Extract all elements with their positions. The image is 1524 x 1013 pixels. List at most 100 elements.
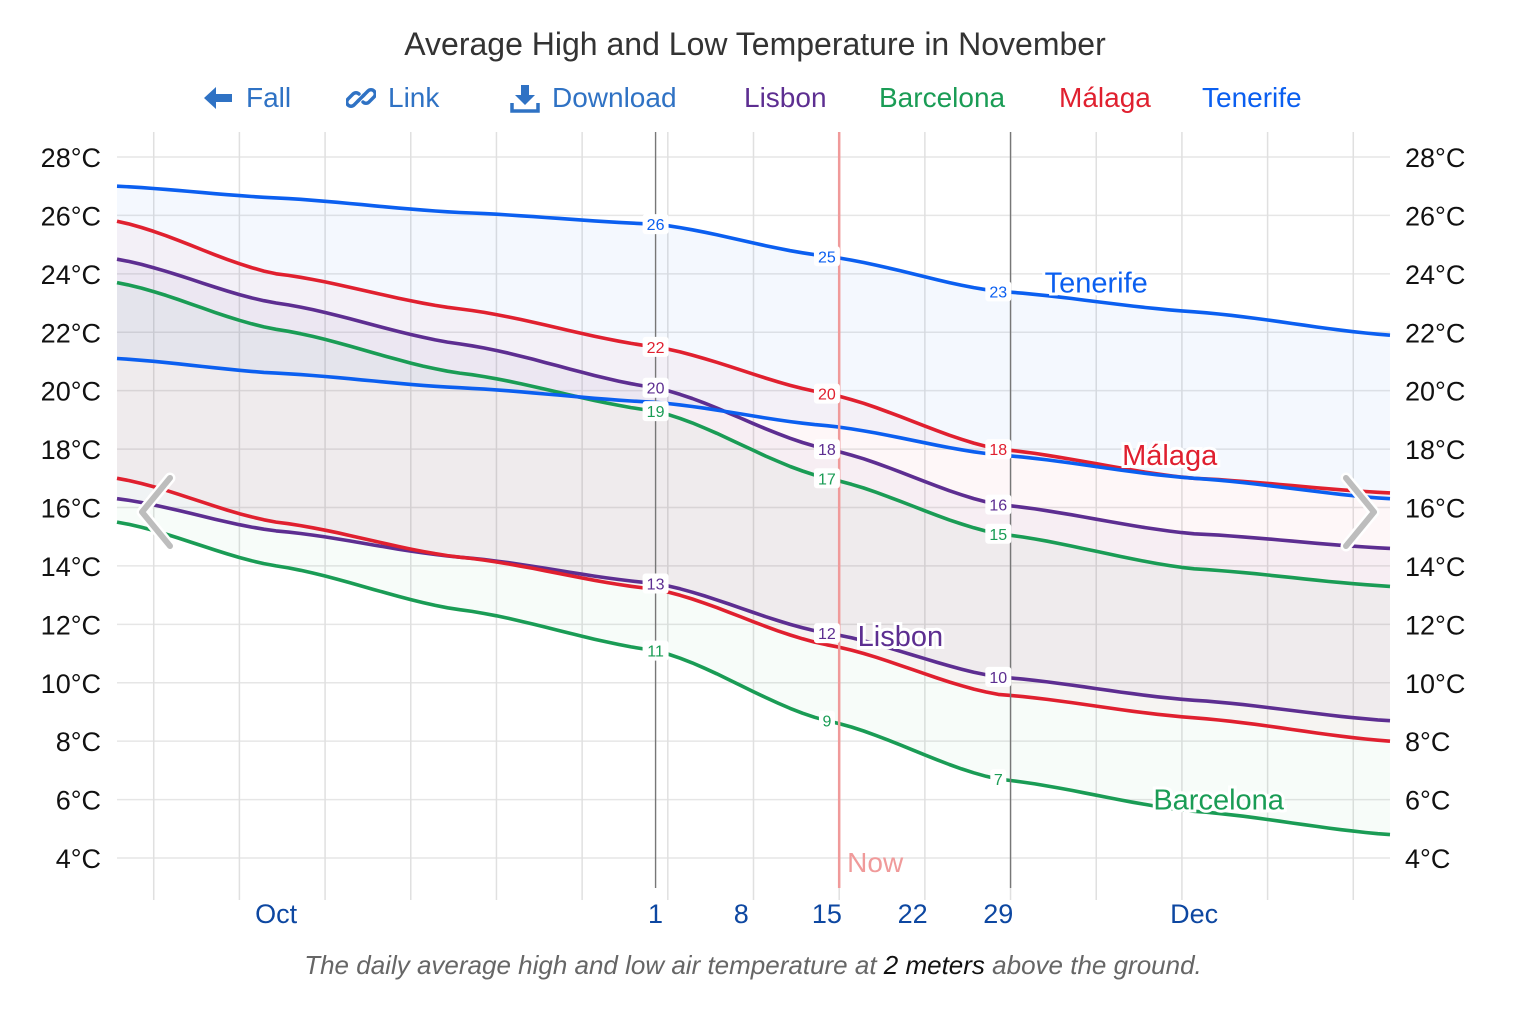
now-label: Now [847, 847, 904, 878]
line-lisbon-low [116, 496, 1391, 723]
data-label-lisbon: 12 [818, 626, 836, 643]
x-axis: Oct 1 8 15 22 29 Dec [255, 899, 1218, 929]
y-tick-left: 22°C [41, 318, 101, 348]
data-label-lisbon: 20 [647, 381, 665, 398]
y-tick-left: 26°C [41, 201, 101, 231]
y-tick-right: 22°C [1405, 318, 1465, 348]
data-label-malaga: 22 [647, 340, 665, 357]
y-tick-left: 8°C [56, 727, 101, 757]
grid [117, 132, 1390, 900]
line-barcelona-low [116, 520, 1391, 837]
y-tick-right: 12°C [1405, 610, 1465, 640]
y-tick-left: 14°C [41, 552, 101, 582]
x-tick: 29 [983, 899, 1013, 929]
y-tick-right: 28°C [1405, 143, 1465, 173]
series-label-tenerife: Tenerife [1045, 268, 1148, 300]
line-malaga-low [116, 476, 1391, 743]
y-tick-right: 6°C [1405, 786, 1450, 816]
data-label-bg [985, 281, 1012, 302]
data-label-barcelona: 7 [994, 772, 1003, 789]
y-tick-left: 10°C [41, 669, 101, 699]
data-label-malaga: 20 [818, 387, 836, 404]
data-label-tenerife: 25 [818, 249, 836, 266]
data-label-lisbon: 18 [818, 442, 836, 459]
download-icon [510, 85, 540, 113]
series-labels: Tenerife Málaga Lisbon Barcelona [855, 265, 1288, 820]
data-label-bg [813, 439, 840, 460]
legend-label-malaga: Málaga [1059, 82, 1151, 113]
legend-label-lisbon: Lisbon [744, 82, 827, 113]
x-tick: 15 [812, 899, 842, 929]
data-label-bg [642, 336, 669, 357]
data-label-bg [985, 666, 1012, 687]
x-tick: 1 [648, 899, 663, 929]
y-tick-right: 26°C [1405, 201, 1465, 231]
download-button[interactable]: Download [510, 78, 677, 118]
x-tick: Oct [255, 899, 298, 929]
y-tick-left: 24°C [41, 260, 101, 290]
data-label-bg [642, 401, 669, 422]
footnote-emphasis: 2 meters [883, 950, 985, 980]
back-button-label: Fall [246, 82, 292, 113]
y-tick-right: 10°C [1405, 669, 1465, 699]
line-tenerife-low [116, 356, 1391, 501]
y-axis-right: 4°C 6°C 8°C 10°C 12°C 14°C 16°C 18°C 20°C 22°C 24°… [1405, 143, 1465, 874]
data-labels: 26 25 23 22 20 18 20 18 16 19 17 15 11 9 7 13 12 10 [642, 214, 1012, 790]
legend-item-barcelona[interactable]: Barcelona [879, 78, 1005, 118]
link-button[interactable]: Link [346, 78, 439, 118]
data-label-barcelona: 15 [989, 527, 1007, 544]
data-label-bg [813, 468, 840, 489]
y-tick-right: 14°C [1405, 552, 1465, 582]
x-tick: 8 [734, 899, 749, 929]
data-label-bg [642, 377, 669, 398]
y-tick-right: 4°C [1405, 844, 1450, 874]
data-label-barcelona: 11 [647, 644, 664, 661]
date-markers: Now [654, 132, 1012, 888]
legend-item-tenerife[interactable]: Tenerife [1202, 78, 1302, 118]
band-barcelona [117, 283, 1390, 835]
link-icon [346, 88, 376, 108]
data-label-bg [813, 246, 840, 267]
footnote-text-after: above the ground. [984, 950, 1202, 980]
data-label-bg [985, 494, 1012, 515]
legend-item-lisbon[interactable]: Lisbon [744, 78, 827, 118]
y-tick-left: 18°C [41, 435, 101, 465]
y-tick-right: 24°C [1405, 260, 1465, 290]
y-tick-right: 16°C [1405, 494, 1465, 524]
y-tick-left: 28°C [41, 143, 101, 173]
data-label-bg [985, 523, 1012, 544]
download-button-label: Download [552, 82, 677, 113]
data-label-barcelona: 17 [818, 471, 836, 488]
data-label-bg [813, 623, 840, 644]
data-label-lisbon: 16 [989, 498, 1007, 515]
y-axis-left: 4°C 6°C 8°C 10°C 12°C 14°C 16°C 18°C 20°C 22°C 24°… [41, 143, 101, 874]
series-label-malaga: Málaga [1122, 440, 1218, 472]
data-label-barcelona: 9 [822, 714, 831, 731]
data-label-bg [818, 710, 835, 731]
data-label-bg [985, 439, 1012, 460]
band-malaga [117, 221, 1390, 741]
data-label-tenerife: 26 [647, 217, 665, 234]
back-button[interactable]: Fall [202, 78, 291, 118]
y-tick-right: 20°C [1405, 377, 1465, 407]
legend-item-malaga[interactable]: Málaga [1059, 78, 1151, 118]
next-month-arrow[interactable] [1330, 472, 1384, 552]
band-lisbon [117, 259, 1390, 721]
chart-title: Average High and Low Temperature in Nove… [404, 26, 1106, 62]
data-label-malaga: 18 [989, 442, 1007, 459]
data-label-lisbon: 10 [989, 670, 1007, 687]
chart-footnote: The daily average high and low air tempe… [0, 950, 1506, 981]
temperature-lines [116, 184, 1391, 837]
previous-month-arrow[interactable] [132, 472, 186, 552]
line-lisbon-high [116, 257, 1391, 551]
data-label-bg [642, 640, 669, 661]
line-tenerife-high [116, 184, 1391, 337]
data-label-barcelona: 19 [647, 404, 665, 421]
legend-label-tenerife: Tenerife [1202, 82, 1302, 113]
y-tick-right: 18°C [1405, 435, 1465, 465]
footnote-text-before: The daily average high and low air tempe… [304, 950, 884, 980]
series-label-barcelona: Barcelona [1153, 785, 1284, 817]
arrow-left-icon [204, 87, 232, 109]
data-label-lisbon: 13 [647, 576, 665, 593]
